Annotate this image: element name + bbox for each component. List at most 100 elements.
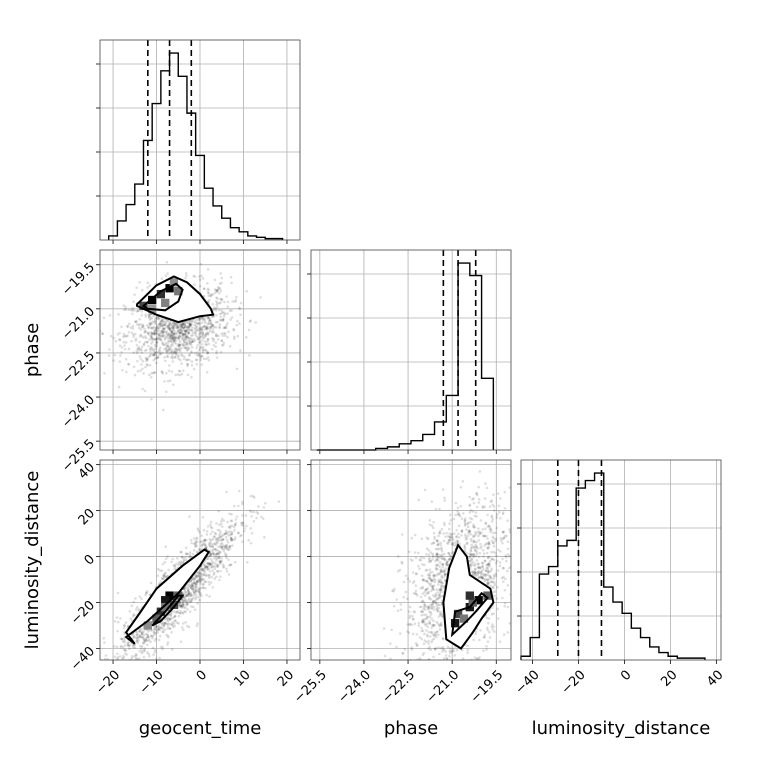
scatter-point (181, 605, 184, 608)
scatter-point (190, 340, 194, 344)
scatter-point (172, 340, 175, 343)
scatter-point (159, 352, 163, 356)
pair-geocent_time-phase-outer-contour (136, 275, 215, 324)
scatter-point (162, 573, 166, 577)
scatter-point (153, 320, 157, 323)
scatter-point (124, 652, 127, 655)
scatter-point (211, 586, 215, 589)
scatter-point (450, 542, 454, 546)
scatter-point (488, 560, 492, 563)
scatter-point (482, 555, 485, 558)
scatter-point (455, 535, 458, 538)
scatter-point (217, 538, 221, 542)
scatter-point (185, 552, 188, 556)
scatter-point (146, 357, 149, 361)
scatter-point (165, 390, 168, 394)
scatter-point (434, 601, 438, 605)
scatter-point (167, 323, 171, 327)
scatter-point (173, 568, 177, 571)
scatter-point (422, 605, 426, 609)
scatter-point (203, 571, 206, 575)
scatter-point (145, 359, 148, 363)
scatter-point (486, 542, 489, 546)
scatter-point (239, 313, 242, 317)
scatter-point (207, 573, 211, 577)
scatter-point (161, 331, 165, 335)
scatter-point (184, 621, 187, 624)
scatter-point (186, 589, 190, 592)
scatter-point (169, 336, 172, 340)
scatter-point (203, 336, 206, 339)
scatter-point (418, 567, 421, 570)
scatter-point (468, 503, 472, 507)
scatter-point (484, 521, 488, 525)
scatter-point (219, 539, 223, 542)
scatter-point (202, 574, 206, 577)
scatter-point (432, 520, 435, 524)
scatter-point (216, 570, 220, 573)
scatter-point (206, 562, 209, 565)
scatter-point (186, 602, 190, 606)
scatter-point (143, 389, 147, 393)
scatter-point (187, 331, 190, 335)
scatter-point (119, 644, 123, 648)
scatter-point (218, 523, 221, 527)
scatter-point (106, 666, 109, 669)
scatter-point (199, 586, 203, 590)
y-axis-label-phase: phase (22, 323, 43, 377)
scatter-point (463, 549, 466, 552)
scatter-point (180, 346, 183, 350)
scatter-point (171, 350, 174, 354)
scatter-point (188, 322, 192, 326)
scatter-point (200, 334, 204, 338)
scatter-point (185, 335, 188, 339)
scatter-point (208, 570, 212, 573)
scatter-point (137, 639, 140, 642)
scatter-point (252, 510, 256, 514)
density-cell-3 (474, 596, 483, 605)
scatter-point (436, 603, 440, 606)
scatter-point (187, 597, 191, 601)
scatter-point (239, 534, 242, 538)
scatter-point (479, 629, 482, 632)
scatter-point (478, 638, 481, 642)
scatter-point (422, 578, 425, 581)
scatter-point (408, 623, 412, 626)
scatter-point (229, 536, 233, 540)
scatter-point (191, 584, 194, 588)
scatter-point (475, 658, 479, 660)
scatter-point (200, 573, 204, 576)
scatter-point (473, 656, 477, 659)
scatter-point (501, 530, 505, 534)
scatter-point (425, 615, 429, 619)
scatter-point (214, 538, 218, 541)
scatter-point (130, 339, 133, 343)
scatter-point (430, 626, 434, 629)
scatter-point (432, 624, 436, 627)
scatter-point (403, 647, 406, 651)
scatter-point (148, 338, 151, 341)
scatter-point (178, 340, 182, 343)
scatter-point (123, 347, 127, 351)
scatter-point (148, 321, 151, 325)
scatter-point (220, 546, 224, 549)
scatter-point (135, 639, 139, 643)
scatter-point (441, 570, 445, 574)
scatter-point (197, 352, 201, 356)
scatter-point (427, 647, 430, 650)
scatter-point (444, 567, 447, 570)
scatter-point (446, 666, 449, 669)
scatter-point (466, 651, 469, 655)
scatter-point (438, 591, 442, 595)
scatter-point (460, 529, 464, 533)
scatter-point (220, 281, 223, 285)
scatter-point (193, 327, 196, 330)
scatter-point (431, 585, 434, 589)
scatter-point (192, 585, 195, 588)
scatter-point (199, 572, 203, 576)
scatter-point (233, 528, 236, 532)
scatter-point (181, 600, 185, 604)
scatter-point (239, 349, 242, 352)
scatter-point (179, 561, 183, 565)
scatter-point (129, 671, 132, 674)
